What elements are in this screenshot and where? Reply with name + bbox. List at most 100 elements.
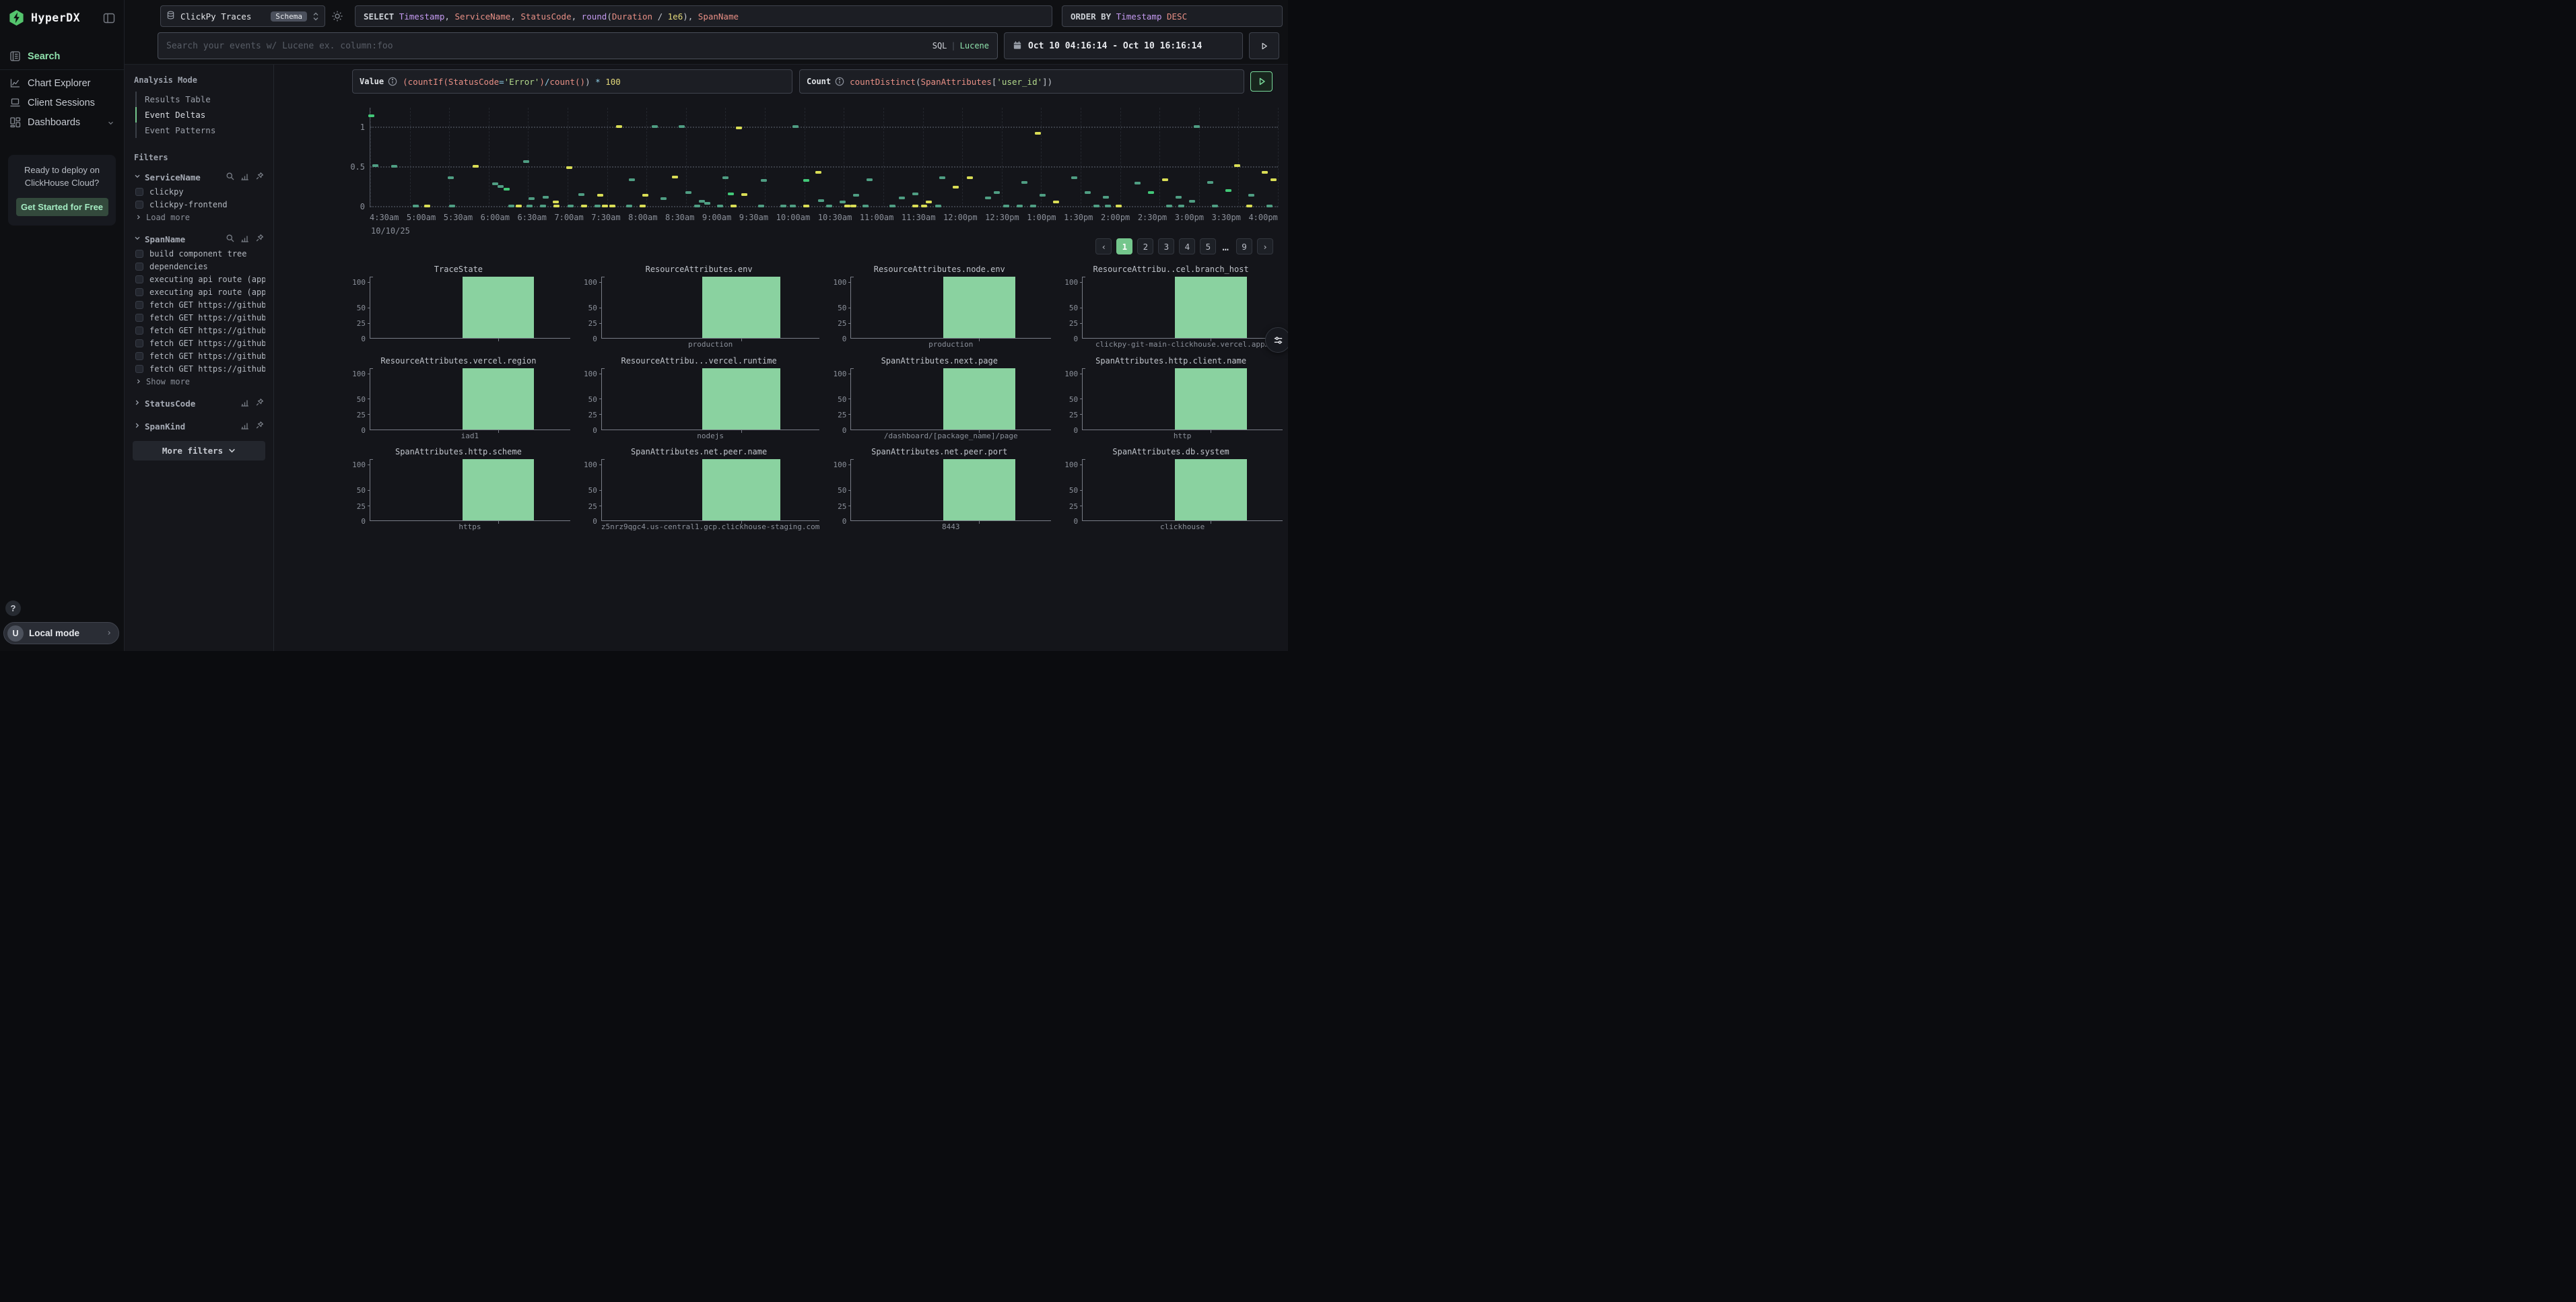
data-mark: [616, 125, 623, 128]
filter-checkbox-row[interactable]: clickpy-frontend: [133, 198, 265, 211]
attribute-chart-title: TraceState: [434, 265, 483, 274]
checkbox[interactable]: [135, 300, 143, 309]
checkbox[interactable]: [135, 313, 143, 322]
checkbox[interactable]: [135, 200, 143, 209]
pagination-page-4[interactable]: 4: [1179, 238, 1196, 254]
attribute-chart[interactable]: SpanAttributes.db.system 100 50 25 0 clickhou…: [1059, 447, 1283, 534]
order-by-input[interactable]: ORDER BY Timestamp DESC: [1062, 5, 1283, 27]
checkbox[interactable]: [135, 326, 143, 335]
bars-icon[interactable]: [240, 421, 249, 432]
count-expression-input[interactable]: Count countDistinct(SpanAttributes['user…: [799, 69, 1244, 94]
search-run-button[interactable]: [1249, 32, 1279, 59]
gear-icon[interactable]: [331, 9, 344, 23]
time-range-picker[interactable]: Oct 10 04:16:14 - Oct 10 16:16:14: [1004, 32, 1243, 59]
pagination-page-9[interactable]: 9: [1236, 238, 1252, 254]
pagination-page-1[interactable]: 1: [1116, 238, 1133, 254]
checkbox[interactable]: [135, 262, 143, 271]
filter-checkbox-row[interactable]: dependencies: [133, 260, 265, 273]
pagination-page-5[interactable]: 5: [1200, 238, 1217, 254]
bars-icon[interactable]: [240, 234, 249, 244]
analysis-mode-event-patterns[interactable]: Event Patterns: [135, 123, 265, 138]
sidebar-item-dashboards[interactable]: Dashboards: [0, 112, 124, 132]
more-filters-button[interactable]: More filters: [133, 441, 265, 460]
checkbox-label: fetch GET https://github.…: [149, 351, 265, 361]
pin-icon[interactable]: [255, 172, 264, 182]
attribute-chart[interactable]: ResourceAttributes.env 100 50 25 0 production: [578, 265, 820, 351]
filter-checkbox-row[interactable]: fetch GET https://github.…: [133, 337, 265, 349]
checkbox[interactable]: [135, 187, 143, 196]
attribute-chart[interactable]: SpanAttributes.net.peer.port 100 50 25 0 8443: [827, 447, 1052, 534]
analysis-mode-event-deltas[interactable]: Event Deltas: [135, 107, 265, 123]
pagination-next-button[interactable]: ›: [1257, 238, 1273, 254]
analysis-mode-results-table[interactable]: Results Table: [135, 92, 265, 107]
filter-checkbox-row[interactable]: fetch GET https://github.…: [133, 362, 265, 375]
filter-checkbox-row[interactable]: executing api route (app)…: [133, 273, 265, 285]
filter-checkbox-row[interactable]: build component tree: [133, 247, 265, 260]
attribute-chart[interactable]: TraceState 100 50 25 0: [347, 265, 570, 351]
data-mark: [1030, 205, 1037, 208]
pagination-page-3[interactable]: 3: [1158, 238, 1175, 254]
filter-checkbox-row[interactable]: fetch GET https://github.…: [133, 298, 265, 311]
filter-group-header-spankind[interactable]: SpanKind: [133, 418, 265, 434]
sidebar-item-client-sessions[interactable]: Client Sessions: [0, 93, 124, 112]
filter-checkbox-row[interactable]: fetch GET https://github.…: [133, 324, 265, 337]
filter-show-more[interactable]: Show more: [133, 375, 265, 388]
attribute-chart-body: 100 50 25 0: [827, 277, 1052, 343]
search-icon[interactable]: [226, 172, 234, 182]
filter-load-more[interactable]: Load more: [133, 211, 265, 224]
attribute-chart[interactable]: SpanAttributes.next.page 100 50 25 0/dashboa…: [827, 356, 1052, 443]
filter-checkbox-row[interactable]: clickpy: [133, 185, 265, 198]
search-input[interactable]: Search your events w/ Lucene ex. column:…: [158, 32, 998, 59]
filter-checkbox-row[interactable]: fetch GET https://github.…: [133, 311, 265, 324]
attribute-chart[interactable]: ResourceAttribu...vercel.runtime 100 50 25 0…: [578, 356, 820, 443]
sql-select-input[interactable]: SELECT Timestamp, ServiceName, StatusCod…: [355, 5, 1052, 27]
pin-icon[interactable]: [255, 421, 264, 432]
filter-group-header-statuscode[interactable]: StatusCode: [133, 395, 265, 411]
search-icon[interactable]: [226, 234, 234, 244]
bars-icon[interactable]: [240, 398, 249, 409]
checkbox[interactable]: [135, 339, 143, 347]
attribute-chart[interactable]: ResourceAttributes.vercel.region 100 50 25 0…: [347, 356, 570, 443]
source-select[interactable]: ClickPy Traces Schema: [160, 5, 325, 27]
chart-settings-fab[interactable]: [1265, 327, 1288, 353]
y-tick-mark: [1080, 489, 1083, 491]
toggle-sql[interactable]: SQL: [932, 41, 947, 50]
pin-icon[interactable]: [255, 398, 264, 409]
attribute-chart[interactable]: ResourceAttribu..cel.branch_host 100 50 25 0…: [1059, 265, 1283, 351]
value-expression-input[interactable]: Value (countIf(StatusCode='Error')/count…: [352, 69, 792, 94]
run-query-button[interactable]: [1250, 71, 1273, 92]
attribute-chart[interactable]: SpanAttributes.net.peer.name 100 50 25 0 z5nr…: [578, 447, 820, 534]
nav-divider: [0, 69, 124, 70]
checkbox[interactable]: [135, 287, 143, 296]
filter-group-header-servicename[interactable]: ServiceName: [133, 169, 265, 185]
y-tick-label: 50: [356, 486, 366, 495]
pagination-prev-button[interactable]: ‹: [1095, 238, 1112, 254]
help-button[interactable]: ?: [5, 601, 21, 616]
filter-checkbox-row[interactable]: executing api route (app)…: [133, 285, 265, 298]
pin-icon[interactable]: [255, 234, 264, 244]
checkbox[interactable]: [135, 275, 143, 283]
y-tick-label: 100: [833, 369, 847, 378]
language-toggle[interactable]: SQL | Lucene: [933, 41, 989, 50]
get-started-button[interactable]: Get Started for Free: [15, 197, 108, 216]
sidebar-collapse-icon[interactable]: [102, 11, 116, 25]
checkbox[interactable]: [135, 351, 143, 360]
toggle-lucene[interactable]: Lucene: [959, 41, 989, 50]
local-mode-menu[interactable]: U Local mode ›: [3, 622, 119, 644]
bars-icon[interactable]: [240, 172, 249, 182]
checkbox[interactable]: [135, 249, 143, 258]
x-tick-label: 1:00pm: [1027, 213, 1056, 222]
attribute-chart[interactable]: ResourceAttributes.node.env 100 50 25 0 produ…: [827, 265, 1052, 351]
data-mark: [629, 178, 636, 181]
filter-checkbox-row[interactable]: fetch GET https://github.…: [133, 349, 265, 362]
y-tick-mark: [599, 414, 602, 415]
attribute-chart-body: 100 50 25 0: [827, 368, 1052, 435]
attribute-chart[interactable]: SpanAttributes.http.scheme 100 50 25 0 https: [347, 447, 570, 534]
event-deltas-chart[interactable]: 0 0.5 1 4:30am 5:00am 5:30am 6:00am 6:30am 7:00…: [274, 98, 1288, 253]
sidebar-item-chart-explorer[interactable]: Chart Explorer: [0, 73, 124, 93]
filter-group-header-spanname[interactable]: SpanName: [133, 231, 265, 247]
pagination-page-2[interactable]: 2: [1137, 238, 1154, 254]
checkbox[interactable]: [135, 364, 143, 373]
sidebar-item-search[interactable]: Search: [0, 46, 124, 66]
attribute-chart[interactable]: SpanAttributes.http.client.name 100 50 25 0 h…: [1059, 356, 1283, 443]
